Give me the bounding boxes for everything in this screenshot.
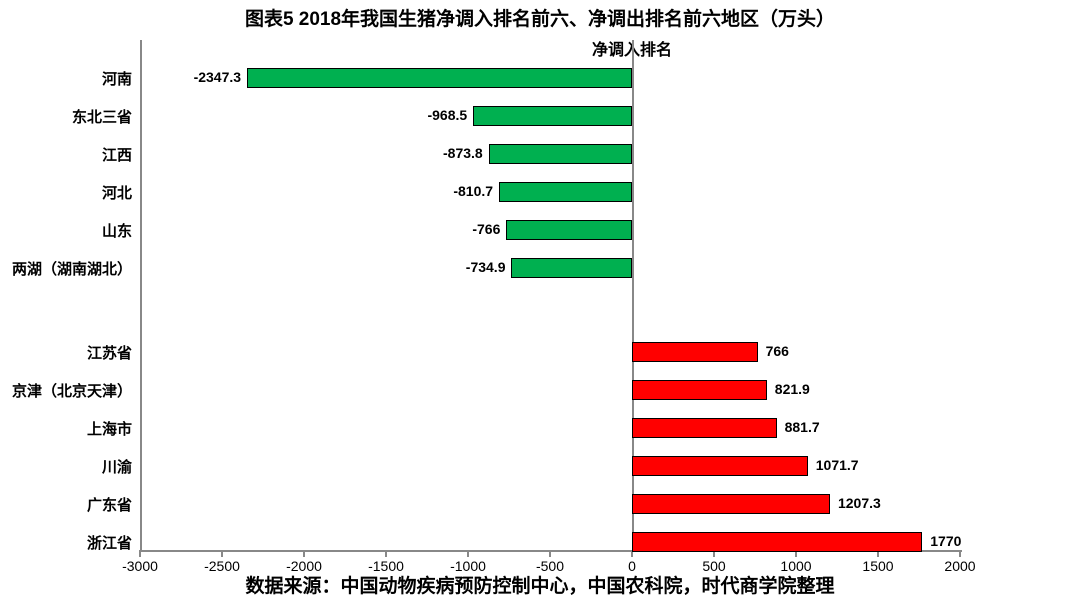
x-tick xyxy=(467,550,469,557)
bar xyxy=(506,220,632,240)
bar-value-label: -968.5 xyxy=(427,107,467,123)
x-tick xyxy=(959,550,961,557)
category-label: 江西 xyxy=(102,144,132,165)
bar-value-label: 881.7 xyxy=(785,419,820,435)
chart-title: 图表5 2018年我国生猪净调入排名前六、净调出排名前六地区（万头） xyxy=(0,4,1080,31)
bar-value-label: 1207.3 xyxy=(838,495,881,511)
category-label: 上海市 xyxy=(87,418,132,439)
x-tick xyxy=(303,550,305,557)
bar xyxy=(489,144,632,164)
x-tick-label: -1500 xyxy=(368,558,404,574)
x-tick xyxy=(221,550,223,557)
bar xyxy=(632,342,758,362)
x-tick-label: -2500 xyxy=(204,558,240,574)
category-label: 山东 xyxy=(102,220,132,241)
bar xyxy=(632,532,922,552)
x-tick xyxy=(549,550,551,557)
category-label: 浙江省 xyxy=(87,532,132,553)
x-tick-label: -2000 xyxy=(286,558,322,574)
bar xyxy=(632,418,777,438)
x-tick-label: -1000 xyxy=(450,558,486,574)
bar-value-label: 1770 xyxy=(930,533,961,549)
category-label: 京津（北京天津） xyxy=(12,380,132,401)
bar-value-label: 821.9 xyxy=(775,381,810,397)
x-tick-label: -3000 xyxy=(122,558,158,574)
x-tick xyxy=(139,550,141,557)
x-tick-label: 0 xyxy=(628,558,636,574)
bar-value-label: 1071.7 xyxy=(816,457,859,473)
bar xyxy=(632,380,767,400)
bar xyxy=(499,182,632,202)
chart-footer: 数据来源：中国动物疾病预防控制中心，中国农科院，时代商学院整理 xyxy=(0,571,1080,598)
x-tick xyxy=(385,550,387,557)
bar xyxy=(473,106,632,126)
category-label: 东北三省 xyxy=(72,106,132,127)
x-tick-label: 2000 xyxy=(944,558,975,574)
bar-value-label: 766 xyxy=(766,343,789,359)
x-tick-label: 1500 xyxy=(862,558,893,574)
bar xyxy=(632,456,808,476)
category-label: 广东省 xyxy=(87,494,132,515)
category-label: 江苏省 xyxy=(87,342,132,363)
bar-value-label: -2347.3 xyxy=(194,69,241,85)
category-label: 河南 xyxy=(102,68,132,89)
x-tick-label: 1000 xyxy=(780,558,811,574)
bar-value-label: -810.7 xyxy=(453,183,493,199)
bar xyxy=(511,258,632,278)
bar-value-label: -873.8 xyxy=(443,145,483,161)
bar xyxy=(247,68,632,88)
category-label: 两湖（湖南湖北） xyxy=(12,258,132,279)
x-tick-label: -500 xyxy=(536,558,564,574)
bar-value-label: -734.9 xyxy=(466,259,506,275)
category-label: 河北 xyxy=(102,182,132,203)
bar xyxy=(632,494,830,514)
x-tick-label: 500 xyxy=(702,558,725,574)
bar-value-label: -766 xyxy=(472,221,500,237)
category-label: 川渝 xyxy=(102,456,132,477)
